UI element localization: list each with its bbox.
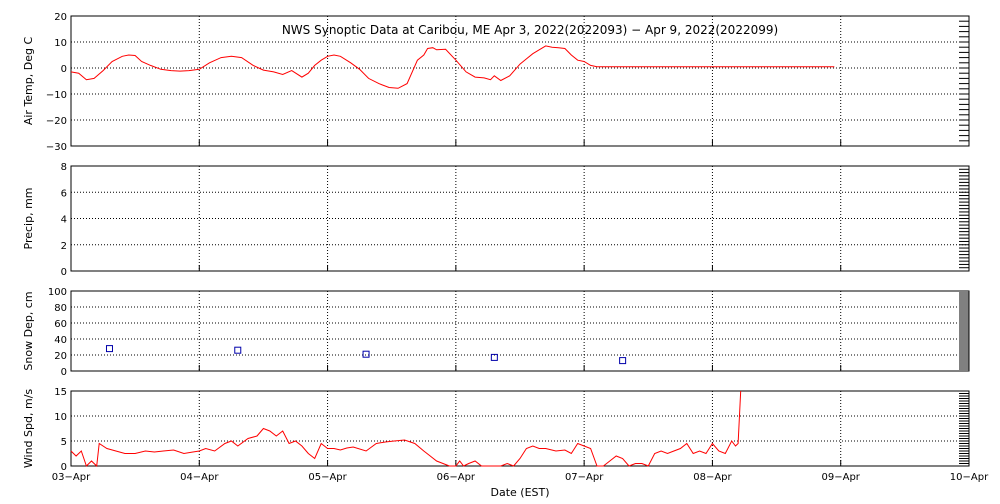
air-temp-ytick-label: 10 <box>54 38 67 49</box>
x-tick-label: 03−Apr <box>52 472 91 483</box>
snow-depth-ytick-label: 40 <box>54 335 67 346</box>
wind-speed-ytick-label: 5 <box>61 437 67 448</box>
air-temp-ytick-label: 20 <box>54 12 67 23</box>
chart-title: NWS Synoptic Data at Caribou, ME Apr 3, … <box>282 23 778 37</box>
snow-depth-ytick-label: 0 <box>61 367 67 378</box>
snow-depth-ytick-label: 80 <box>54 303 67 314</box>
precip-frame <box>70 165 970 272</box>
snow-depth-ytick-label: 100 <box>48 287 67 298</box>
air-temp-ytick-label: −20 <box>46 116 67 127</box>
snow-depth-data-point <box>619 357 627 365</box>
air-temp-ytick-label: −30 <box>46 142 67 153</box>
x-tick-label: 07−Apr <box>565 472 604 483</box>
x-tick-label: 06−Apr <box>437 472 476 483</box>
air-temp-frame <box>70 15 970 147</box>
wind-speed-ytick-label: 10 <box>54 412 67 423</box>
snow-depth-ytick-label: 60 <box>54 319 67 330</box>
snow-depth-data-point <box>490 353 498 361</box>
wind-speed-series-line <box>70 390 742 468</box>
wind-speed-ytick-label: 0 <box>61 462 67 473</box>
precip-ytick-label: 2 <box>61 241 67 252</box>
wind-speed-frame <box>70 390 970 467</box>
air-temp-ytick-label: 0 <box>61 64 67 75</box>
wind-speed-y-axis-title: Wind Spd, m/s <box>22 389 35 469</box>
air-temp-y-axis-title: Air Temp, Deg C <box>22 37 35 126</box>
snow-depth-ytick-label: 20 <box>54 351 67 362</box>
precip-ytick-label: 0 <box>61 267 67 278</box>
snow-depth-frame <box>70 290 970 372</box>
snow-depth-data-point <box>234 346 242 354</box>
air-temp-ytick-label: −10 <box>46 90 67 101</box>
precip-ytick-label: 8 <box>61 162 67 173</box>
x-tick-label: 04−Apr <box>180 472 219 483</box>
x-axis-title: Date (EST) <box>490 486 549 499</box>
precip-ytick-label: 4 <box>61 215 67 226</box>
x-tick-label: 10−Apr <box>950 472 989 483</box>
wind-speed-ytick-label: 15 <box>54 387 67 398</box>
snow-depth-y-axis-title: Snow Dep, cm <box>22 291 35 370</box>
air-temp-series-line <box>70 45 835 89</box>
snow-depth-data-point <box>362 350 370 358</box>
precip-y-axis-title: Precip, mm <box>22 188 35 250</box>
x-tick-label: 08−Apr <box>693 472 732 483</box>
x-tick-label: 09−Apr <box>822 472 861 483</box>
snow-depth-data-point <box>105 345 113 353</box>
precip-ytick-label: 6 <box>61 188 67 199</box>
x-tick-label: 05−Apr <box>308 472 347 483</box>
